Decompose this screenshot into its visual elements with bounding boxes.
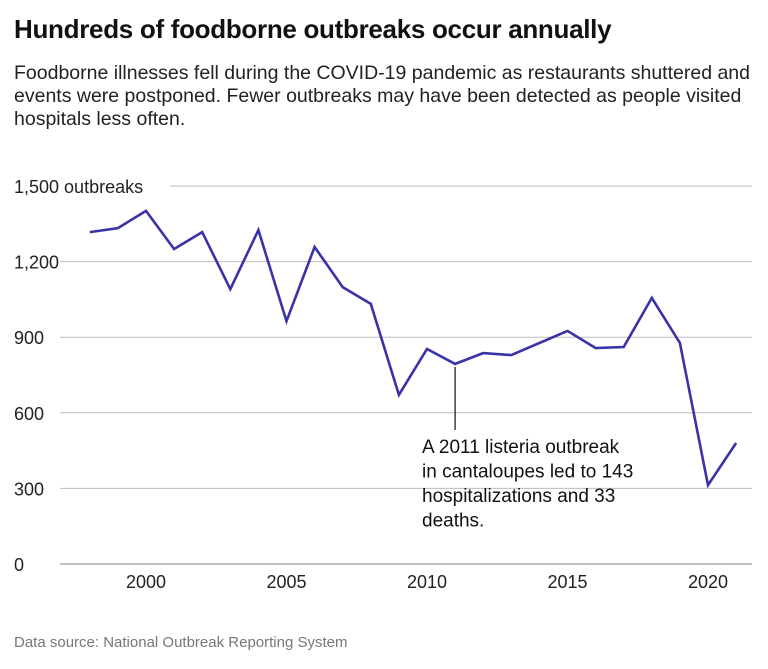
y-tick-label: 600 — [14, 404, 44, 424]
y-tick-label: 1,200 — [14, 253, 59, 273]
x-tick-label: 2005 — [266, 572, 306, 592]
chart-title: Hundreds of foodborne outbreaks occur an… — [14, 14, 612, 44]
data-source: Data source: National Outbreak Reporting… — [14, 634, 348, 651]
annotation-text: A 2011 listeria outbreak — [422, 437, 620, 458]
y-tick-label: 900 — [14, 328, 44, 348]
y-tick-label: 0 — [14, 555, 24, 575]
x-tick-label: 2020 — [688, 572, 728, 592]
y-tick-label: 300 — [14, 479, 44, 499]
series-line — [89, 209, 738, 489]
annotation-text: hospitalizations and 33 — [422, 486, 615, 507]
chart-subtitle: Foodborne illnesses fell during the COVI… — [14, 62, 750, 130]
x-tick-label: 2000 — [126, 572, 166, 592]
annotation-text: in cantaloupes led to 143 — [422, 462, 633, 483]
annotation-text: deaths. — [422, 511, 484, 532]
y-tick-label: 1,500 outbreaks — [14, 177, 143, 197]
x-tick-label: 2010 — [407, 572, 447, 592]
x-tick-label: 2015 — [547, 572, 587, 592]
